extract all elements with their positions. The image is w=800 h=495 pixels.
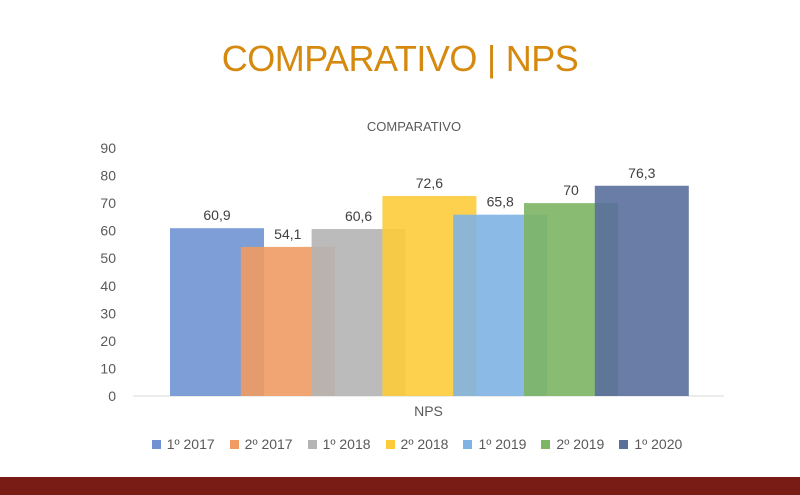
legend-label: 2º 2019 (556, 436, 605, 452)
bar-7 (594, 185, 689, 396)
y-tick-label: 70 (100, 195, 116, 211)
data-label: 54,1 (274, 226, 301, 242)
legend-item: 2º 2019 (541, 436, 604, 452)
slide-title-separator: | (486, 38, 496, 79)
footer-bar (0, 477, 800, 495)
legend-swatch (229, 439, 239, 449)
data-label: 72,6 (416, 175, 443, 191)
legend-label: 1º 2017 (166, 436, 215, 452)
legend-item: 1º 2018 (307, 436, 371, 452)
legend-swatch (619, 439, 629, 449)
chart-legend: 1º 2017 2º 2017 1º 2018 2º 2018 1º 2019 2º 20… (0, 436, 800, 452)
legend-item: 1º 2020 (619, 436, 682, 452)
y-tick-label: 60 (100, 223, 116, 239)
legend-swatch (385, 439, 395, 449)
legend-item: 1º 2019 (463, 436, 526, 452)
y-tick-label: 30 (100, 305, 116, 321)
legend-label: 2º 2018 (400, 436, 449, 452)
y-tick-label: 80 (100, 168, 116, 184)
y-tick-label: 0 (108, 388, 116, 404)
legend-item: 2º 2017 (229, 436, 293, 452)
chart-title: COMPARATIVO (366, 119, 462, 134)
legend-swatch (463, 439, 473, 449)
y-tick-label: 20 (100, 333, 116, 349)
y-tick-label: 50 (100, 250, 116, 266)
legend-item: 1º 2017 (151, 436, 215, 452)
x-category-label: NPS (414, 403, 443, 419)
legend-label: 1º 2019 (478, 436, 527, 452)
legend-label: 1º 2020 (634, 436, 683, 452)
legend-swatch (541, 439, 551, 449)
data-label: 60,9 (203, 207, 230, 223)
data-label: 76,3 (628, 165, 655, 181)
y-tick-label: 90 (100, 140, 116, 156)
slide-title-main: COMPARATIVO (221, 38, 478, 79)
legend-swatch (307, 439, 317, 449)
data-label: 70 (563, 182, 579, 198)
data-label: 65,8 (487, 194, 514, 210)
legend-item: 2º 2018 (385, 436, 449, 452)
y-tick-label: 40 (100, 278, 116, 294)
data-label: 60,6 (345, 208, 372, 224)
slide-title-sub: NPS (505, 38, 579, 79)
slide-title: COMPARATIVO | NPS (0, 38, 800, 80)
y-tick-label: 10 (100, 360, 116, 376)
legend-label: 2º 2017 (244, 436, 293, 452)
legend-label: 1º 2018 (322, 436, 371, 452)
legend-swatch (151, 439, 161, 449)
